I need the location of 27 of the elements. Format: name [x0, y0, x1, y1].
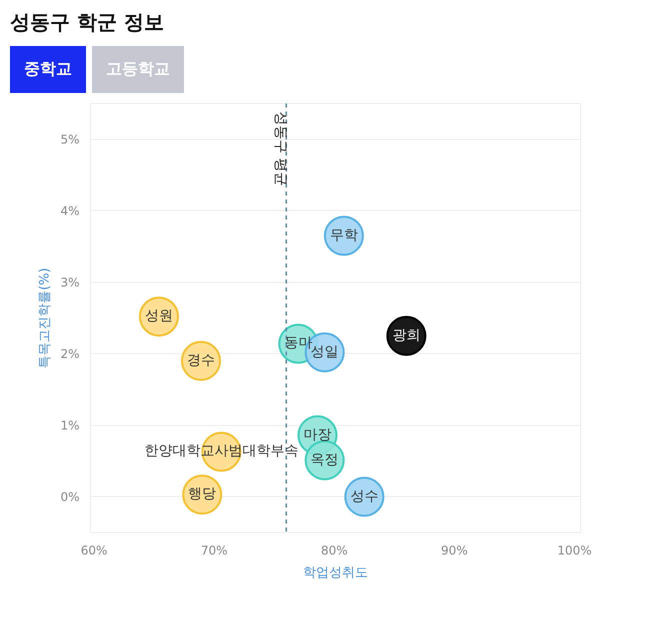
x-tick-label: 100% — [557, 543, 592, 558]
data-label: 성수 — [350, 489, 378, 504]
y-tick-label: 3% — [60, 275, 80, 290]
data-label: 옥정 — [310, 452, 339, 468]
x-tick-label: 80% — [320, 543, 348, 558]
y-tick-label: 1% — [60, 418, 80, 432]
chart-title: 성동구 학군 정보 — [10, 9, 164, 36]
y-tick-label: 2% — [60, 346, 80, 361]
data-label: 성원 — [144, 308, 173, 324]
text: 고등학교 — [106, 58, 170, 80]
data-label: 광희 — [392, 328, 420, 344]
y-tick-label: 0% — [60, 490, 80, 504]
y-tick-label: 4% — [60, 204, 80, 218]
x-tick-label: 70% — [200, 543, 228, 558]
x-tick-label: 60% — [80, 543, 108, 558]
x-tick-label: 90% — [441, 543, 468, 558]
text: 중학교 — [24, 58, 72, 80]
data-label: 행당 — [188, 486, 216, 502]
y-axis-title: 특목고진학률(%) — [37, 268, 52, 368]
data-label: 마장 — [303, 428, 332, 443]
ref-line-label: 성동구 평균 — [272, 111, 288, 186]
x-axis-title: 학업성취도 — [303, 565, 368, 580]
data-label: 무학 — [330, 228, 358, 244]
data-label: 성일 — [310, 344, 339, 360]
y-tick-label: 5% — [60, 132, 80, 146]
data-label: 경수 — [186, 353, 215, 368]
data-label: 동마 — [284, 336, 312, 352]
